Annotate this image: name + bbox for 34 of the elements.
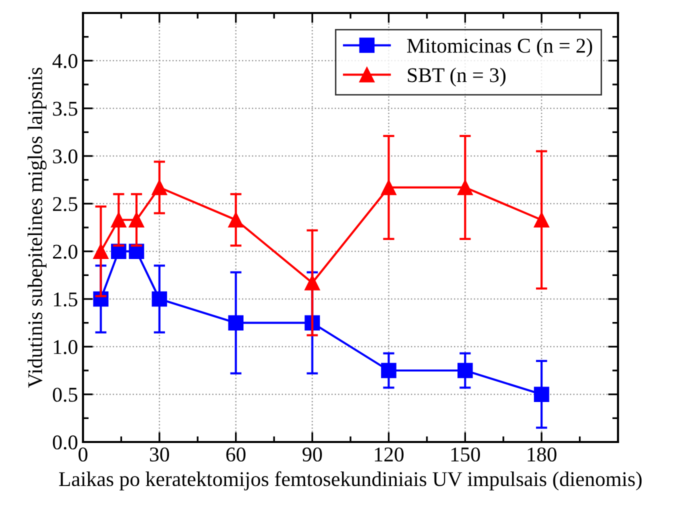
point: [152, 291, 168, 307]
point: [228, 212, 244, 228]
y-tick-label: 3.5: [53, 102, 78, 116]
y-tick-label: 2.5: [53, 197, 78, 212]
y-tick-label: 1.0: [54, 340, 78, 354]
x-tick-label: 30: [150, 447, 170, 462]
y-tick-label: 3.0: [53, 149, 78, 164]
y-tick-label: 1.5: [54, 292, 78, 307]
x-tick-label: 120: [374, 447, 404, 462]
legend-label: SBT (n = 3): [408, 68, 506, 86]
point: [381, 362, 396, 378]
point: [534, 212, 550, 228]
point: [128, 212, 144, 228]
x-tick-label: 180: [528, 447, 556, 462]
point: [152, 180, 168, 196]
point: [381, 180, 396, 196]
y-tick-label: 2.0: [53, 244, 78, 259]
y-tick-label: 4.0: [52, 54, 78, 68]
point: [93, 244, 108, 259]
x-tick-label: 60: [226, 447, 246, 462]
point: [458, 180, 473, 196]
x-tick-label: 150: [451, 447, 480, 462]
y-tick-label: 0.0: [52, 435, 78, 450]
point: [534, 386, 550, 402]
point: [228, 315, 244, 330]
point: [304, 275, 320, 290]
x-tick-label: 90: [302, 447, 322, 462]
legend-label: Mitomicinas C (n = 2): [407, 38, 592, 58]
y-tick-label: 0.5: [52, 388, 78, 402]
y-axis-title: Vidutinis subepitelines miglos laipsnis: [28, 68, 47, 388]
x-tick-label: 0: [78, 447, 88, 462]
point: [458, 362, 473, 378]
x-axis-title: Laikas po keratektomijos femtosekundiniais UV impulsais (dienomis): [59, 471, 642, 490]
point: [111, 212, 126, 228]
